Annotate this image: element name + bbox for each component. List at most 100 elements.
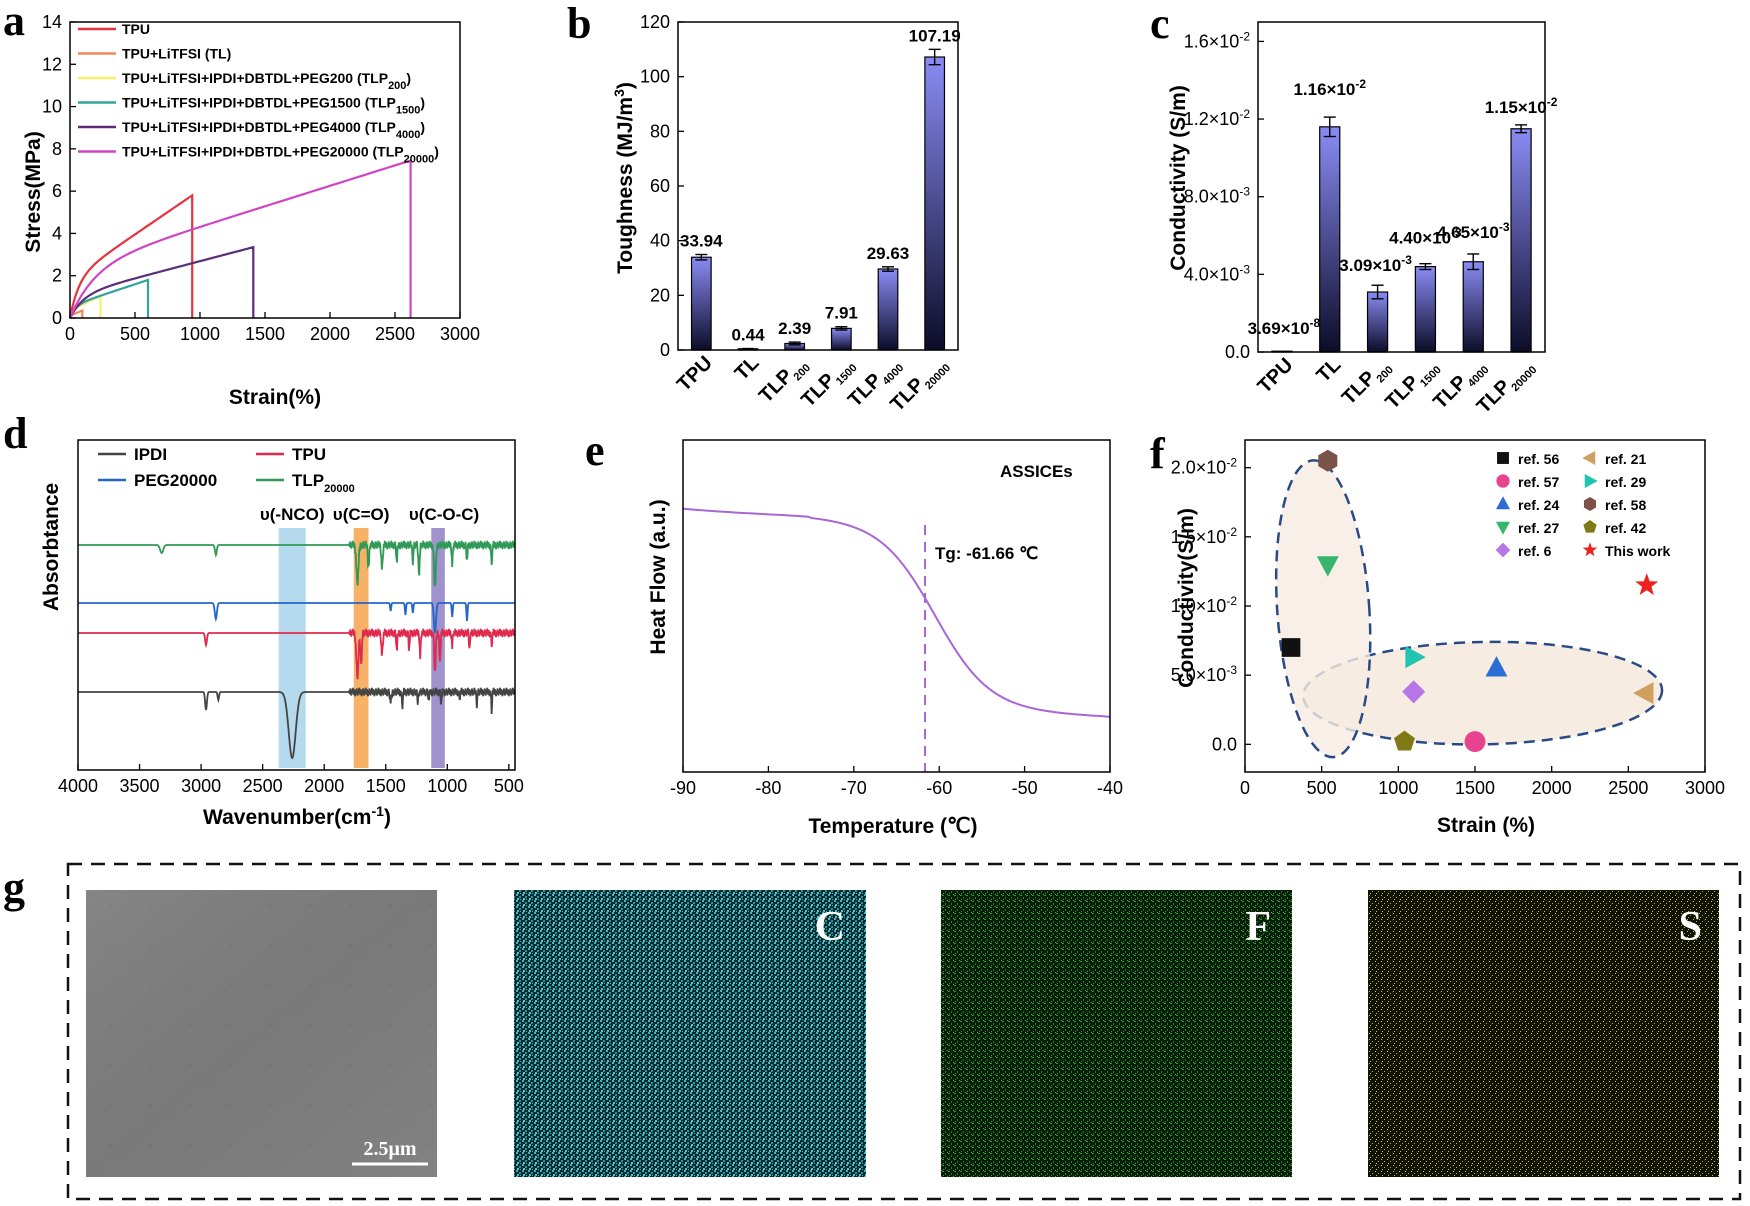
panel-a-legend-label-5-sub: 4000 xyxy=(396,129,420,141)
panel-f-xtick-label: 500 xyxy=(1307,778,1337,798)
panel-b-category-label: TLP20000 xyxy=(886,352,953,419)
panel-d-frame xyxy=(77,439,516,771)
panel-a-legend-label-4-tail: ) xyxy=(420,95,425,111)
panel-f-point-4 xyxy=(1316,556,1339,577)
panel-a-ytick-label: 0 xyxy=(52,308,62,328)
panel-f-ytick-label-exp: -3 xyxy=(1226,663,1237,677)
panel-f-point-7 xyxy=(1405,646,1426,669)
panel-b-ytick-label: 60 xyxy=(650,176,670,196)
panel-c-value-label-base: 4.40×10 xyxy=(1389,229,1451,248)
panel-g-frame xyxy=(66,862,1742,1201)
scale-bar-label: 2.5μm xyxy=(364,1138,417,1160)
panel-f-xtick-label: 3000 xyxy=(1685,778,1725,798)
panel-label-a: a xyxy=(3,0,25,45)
panel-b-category-label-main: TLP xyxy=(755,365,797,407)
panel-f-point-5 xyxy=(1402,680,1426,704)
panel-c-value-label-base: 1.16×10 xyxy=(1293,80,1355,99)
panel-c-value-label-base: 3.69×10 xyxy=(1248,319,1310,338)
panel-c-ytick-label-exp: -2 xyxy=(1239,29,1250,43)
panel-d-xtick-label: 3000 xyxy=(181,776,221,796)
panel-b-category-label-main: TL xyxy=(731,352,764,385)
panel-b-ytick-label: 100 xyxy=(640,67,670,87)
panel-f-point-10 xyxy=(1635,573,1659,596)
panel-f-ytick-label-base: 1.0×10 xyxy=(1171,596,1227,616)
panel-b-ytick-label: 120 xyxy=(640,12,670,32)
panel-d-spectrum-3 xyxy=(78,602,515,634)
panel-a-ytick-label: 6 xyxy=(52,181,62,201)
panel-f-legend-marker-7 xyxy=(1584,474,1598,488)
panel-c-category-label-main: TPU xyxy=(1254,354,1298,398)
panel-f-legend-label-10: This work xyxy=(1605,543,1671,559)
panel-f-point-3 xyxy=(1485,656,1508,677)
panel-a-legend-label-3-tail: ) xyxy=(406,70,411,86)
panel-f-legend-marker-3 xyxy=(1496,496,1510,510)
panel-f-point-2 xyxy=(1464,731,1486,753)
panel-f-xlabel: Strain (%) xyxy=(1437,814,1535,837)
panel-f-comparison: 0 500 1000 1500 2000 2500 3000 0.0 5.0×10-3 1.0×1… xyxy=(1171,439,1725,837)
panel-b-ytick-label: 20 xyxy=(650,285,670,305)
panel-d-xlabel-tail: ) xyxy=(384,806,391,829)
panel-a-curve-4 xyxy=(68,278,150,319)
panel-b-bar xyxy=(690,256,712,351)
panel-a-xtick-label: 2000 xyxy=(310,324,350,344)
panel-c-category-label-sub: 20000 xyxy=(1509,364,1539,394)
panel-c-value-label-base: 4.65×10 xyxy=(1437,223,1499,242)
panel-b-value-label: 107.19 xyxy=(909,26,961,45)
panel-d-legend-label-4-sub: 20000 xyxy=(324,483,355,495)
panel-a-frame xyxy=(69,21,461,319)
panel-f-ytick-label: 5.0×10-3 xyxy=(1171,663,1238,685)
panel-d-spectrum-2 xyxy=(78,628,516,680)
panel-f-legend-marker-4 xyxy=(1496,521,1510,535)
panel-d-legend-label-2: TPU xyxy=(292,445,326,464)
panel-a-xtick-label: 2500 xyxy=(375,324,415,344)
panel-f-legend-marker-6 xyxy=(1582,451,1596,465)
sem-image-shade xyxy=(86,890,437,1177)
panel-f-ytick-label-base: 5.0×10 xyxy=(1171,665,1227,685)
panel-c-ylabel: Conductivity (S/m) xyxy=(1167,85,1190,271)
panel-a-curve-5 xyxy=(69,245,255,319)
panel-b-ytick-label: 0 xyxy=(660,340,670,360)
eds-label-fluorine: F xyxy=(1245,904,1271,950)
panel-e-xlabel: Temperature (℃) xyxy=(808,815,977,838)
panel-e-xtick-label: -40 xyxy=(1097,778,1123,798)
panel-f-point-1 xyxy=(1281,638,1301,657)
panel-c-category: TL xyxy=(1312,354,1345,387)
panel-d-legend-label-4: TLP20000 xyxy=(292,471,355,495)
panel-c-value-label: 4.40×10-3 xyxy=(1389,226,1462,248)
panel-label-b: b xyxy=(567,0,591,48)
panel-d-legend-label-1: IPDI xyxy=(134,445,167,464)
panel-f-legend-label-8: ref. 58 xyxy=(1605,497,1646,513)
panel-a-legend-label-5-tail: ) xyxy=(420,119,425,135)
panel-e-frame xyxy=(682,439,1111,773)
panel-e-tg-label: Tg: -61.66 ℃ xyxy=(935,544,1038,563)
panel-b-category-label: TPU xyxy=(673,352,717,396)
panel-f-ylabel: Conductivity(S/m) xyxy=(1175,508,1198,688)
panel-c-conductivity: 3.69×10-81.16×10-23.09×10-34.40×10-34.65… xyxy=(1167,21,1558,418)
panel-a-stress-strain: 0 500 1000 1500 2000 2500 3000 0 2 4 6 8 10 12 14 TPU T… xyxy=(22,12,480,409)
panel-a-legend-label-1: TPU xyxy=(122,21,150,37)
panel-f-xtick-label: 1000 xyxy=(1378,778,1418,798)
panel-c-ytick-label-base: 0.0 xyxy=(1225,342,1250,362)
panel-e-ylabel: Heat Flow (a.u.) xyxy=(647,499,670,654)
panel-a-legend-label-5-main: TPU+LiTFSI+IPDI+DBTDL+PEG4000 (TLP xyxy=(122,119,396,135)
panel-a-xtick-label: 1500 xyxy=(245,324,285,344)
panel-f-ytick-label: 2.0×10-2 xyxy=(1171,456,1238,478)
panel-c-ytick-label: 1.2×10-2 xyxy=(1184,107,1251,129)
panel-f-xtick-label: 2500 xyxy=(1608,778,1648,798)
panel-d-xlabel-main: Wavenumber(cm xyxy=(203,806,371,829)
panel-d-xlabel-sup: -1 xyxy=(371,803,384,819)
panel-b-value-label: 33.94 xyxy=(680,231,723,250)
panel-c-value-label-exp: -3 xyxy=(1499,220,1510,234)
panel-c-bar xyxy=(1462,261,1484,353)
panel-c-category-label-main: TLP xyxy=(1338,367,1380,409)
panel-c-category-label-main: TL xyxy=(1312,354,1345,387)
panel-e-dsc-curve xyxy=(682,507,1111,718)
panel-f-ytick-label: 0.0 xyxy=(1212,734,1237,754)
panel-c-value-label-exp: -2 xyxy=(1547,95,1558,109)
panel-c-category-label: TL xyxy=(1312,354,1345,387)
panel-a-ytick-label: 2 xyxy=(52,266,62,286)
panel-label-g: g xyxy=(3,863,25,912)
panel-f-legend-marker-10 xyxy=(1582,542,1598,557)
panel-d-xtick-label: 4000 xyxy=(58,776,98,796)
panel-c-value-label: 1.16×10-2 xyxy=(1293,77,1366,99)
